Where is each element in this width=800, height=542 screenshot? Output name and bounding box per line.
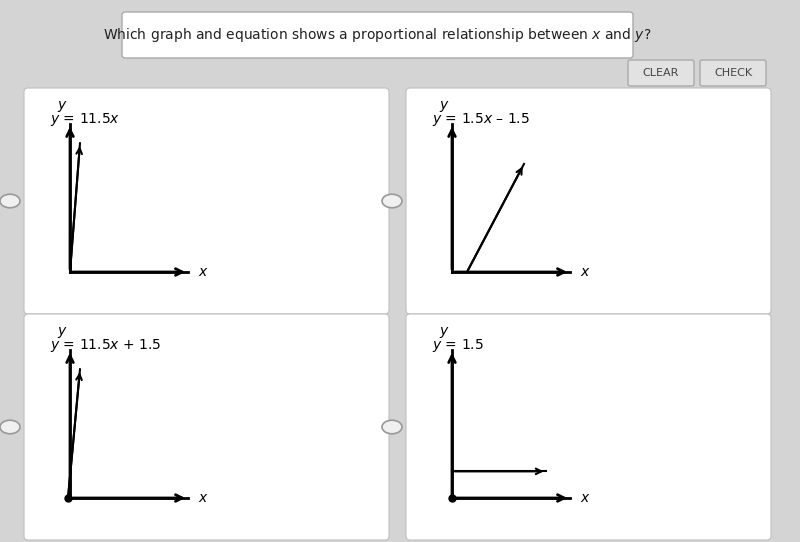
Text: $x$: $x$ — [580, 491, 590, 505]
Text: Which graph and equation shows a proportional relationship between $\it{x}$ and : Which graph and equation shows a proport… — [103, 26, 652, 44]
FancyBboxPatch shape — [406, 88, 771, 314]
Text: CHECK: CHECK — [714, 68, 752, 78]
FancyBboxPatch shape — [628, 60, 694, 86]
FancyBboxPatch shape — [406, 314, 771, 540]
Text: $\it{y}$ = 11.5$\it{x}$ + 1.5: $\it{y}$ = 11.5$\it{x}$ + 1.5 — [50, 338, 162, 354]
Text: $x$: $x$ — [198, 491, 209, 505]
Text: $y$: $y$ — [438, 99, 450, 114]
Text: $\it{y}$ = 11.5$\it{x}$: $\it{y}$ = 11.5$\it{x}$ — [50, 112, 120, 128]
Text: $y$: $y$ — [57, 325, 67, 340]
Text: $\it{y}$ = 1.5$\it{x}$ – 1.5: $\it{y}$ = 1.5$\it{x}$ – 1.5 — [432, 112, 530, 128]
Text: $x$: $x$ — [580, 265, 590, 279]
Text: $y$: $y$ — [57, 99, 67, 114]
Text: CLEAR: CLEAR — [643, 68, 679, 78]
FancyBboxPatch shape — [122, 12, 633, 58]
Ellipse shape — [0, 420, 20, 434]
Ellipse shape — [382, 420, 402, 434]
Ellipse shape — [0, 194, 20, 208]
Text: $\it{y}$ = 1.5: $\it{y}$ = 1.5 — [432, 338, 484, 354]
FancyBboxPatch shape — [24, 314, 389, 540]
Text: $y$: $y$ — [438, 325, 450, 340]
Ellipse shape — [382, 194, 402, 208]
FancyBboxPatch shape — [700, 60, 766, 86]
Text: $x$: $x$ — [198, 265, 209, 279]
FancyBboxPatch shape — [24, 88, 389, 314]
